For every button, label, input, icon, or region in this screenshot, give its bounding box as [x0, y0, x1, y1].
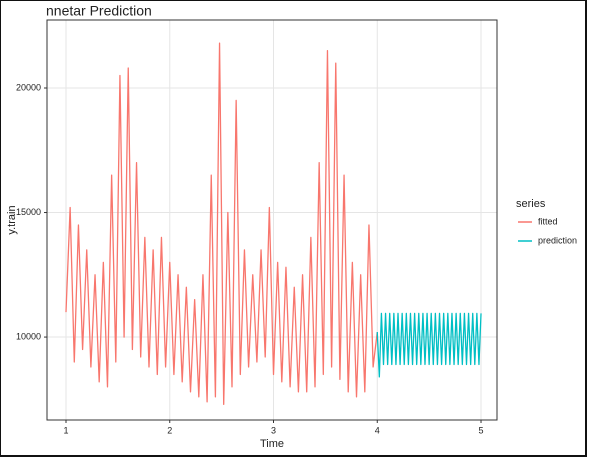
x-tick-label: 1: [63, 425, 68, 435]
series-line: [65, 42, 378, 405]
y-tick-label: 20000: [16, 82, 41, 92]
x-tick-label: 3: [271, 425, 276, 435]
plot-border: [46, 19, 498, 421]
x-tick-label: 2: [167, 425, 172, 435]
chart-title: nnetar Prediction: [46, 3, 152, 19]
series-line: [376, 312, 482, 378]
legend-title: series: [516, 198, 546, 210]
y-tick-label: 10000: [16, 331, 41, 341]
y-tick-label: 15000: [16, 207, 41, 217]
x-axis-label: Time: [260, 438, 284, 450]
x-tick-label: 5: [479, 425, 484, 435]
legend-label: fitted: [538, 216, 558, 226]
legend-label: prediction: [538, 235, 577, 245]
y-axis-label: y.train: [6, 205, 18, 234]
x-tick-label: 4: [375, 425, 380, 435]
